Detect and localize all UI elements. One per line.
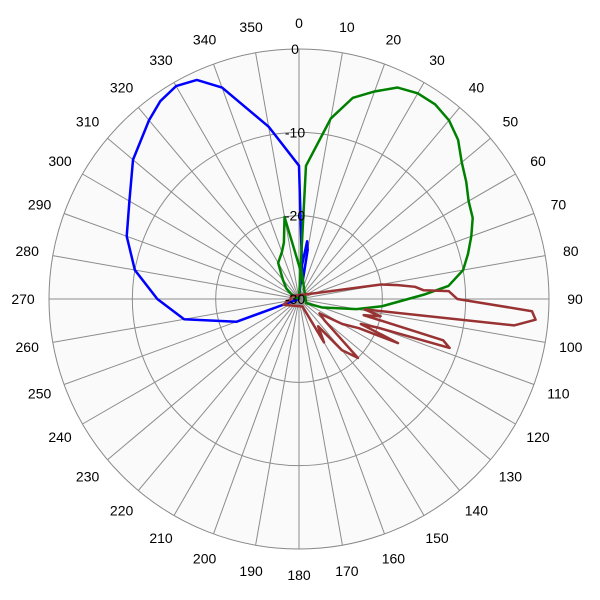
angle-tick-label: 0 bbox=[295, 15, 303, 31]
grid-spoke bbox=[298, 213, 535, 300]
angle-tick-label: 120 bbox=[526, 429, 550, 445]
grid-spoke bbox=[63, 213, 300, 300]
angle-tick-label: 70 bbox=[551, 197, 567, 213]
radial-tick-label: -30 bbox=[285, 291, 305, 307]
angle-tick-label: 150 bbox=[425, 530, 449, 546]
grid-spoke bbox=[298, 63, 385, 300]
grid-spoke bbox=[298, 173, 516, 300]
grid-spoke bbox=[298, 82, 425, 300]
angle-tick-label: 310 bbox=[76, 114, 100, 130]
series-line bbox=[125, 78, 309, 324]
series-line bbox=[282, 283, 537, 360]
angle-tick-label: 50 bbox=[503, 114, 519, 130]
angle-tick-label: 30 bbox=[429, 52, 445, 68]
grid-spoke bbox=[82, 173, 300, 300]
grid-spoke bbox=[137, 107, 300, 300]
angle-tick-label: 60 bbox=[530, 153, 546, 169]
angle-tick-label: 190 bbox=[239, 563, 263, 579]
grid-spoke bbox=[298, 298, 535, 385]
angle-tick-label: 20 bbox=[386, 32, 402, 48]
angle-tick-label: 220 bbox=[110, 502, 134, 518]
radial-tick-label: -20 bbox=[285, 208, 305, 224]
series-line bbox=[276, 86, 474, 311]
grid-spoke bbox=[173, 298, 300, 516]
grid-spoke bbox=[107, 298, 300, 461]
angle-tick-label: 320 bbox=[110, 80, 134, 96]
angle-tick-label: 140 bbox=[465, 502, 489, 518]
grid-spoke bbox=[298, 107, 461, 300]
radial-tick-label: -10 bbox=[285, 124, 305, 140]
grid-spoke bbox=[298, 137, 491, 300]
label-layer: 0 10 20 30 40 50 60 70 80 90 100 110 120 130 140 150 160… bbox=[11, 15, 583, 583]
angle-tick-label: 130 bbox=[499, 468, 523, 484]
angle-tick-label: 210 bbox=[149, 530, 173, 546]
series-layer bbox=[125, 78, 537, 360]
angle-tick-label: 250 bbox=[28, 385, 52, 401]
angle-tick-label: 350 bbox=[239, 19, 263, 35]
angle-tick-label: 40 bbox=[469, 80, 485, 96]
grid-spoke bbox=[255, 298, 300, 546]
angle-tick-label: 330 bbox=[149, 52, 173, 68]
grid-spoke bbox=[137, 298, 300, 491]
grid-spoke bbox=[52, 255, 300, 300]
angle-tick-label: 280 bbox=[16, 243, 40, 259]
grid-spoke bbox=[107, 137, 300, 300]
grid-spoke bbox=[298, 298, 343, 546]
angle-tick-label: 290 bbox=[28, 197, 52, 213]
angle-tick-label: 10 bbox=[339, 19, 355, 35]
angle-tick-label: 300 bbox=[48, 153, 72, 169]
radial-tick-label: 0 bbox=[291, 41, 299, 57]
angle-tick-label: 100 bbox=[559, 339, 583, 355]
angle-tick-label: 160 bbox=[382, 550, 406, 566]
grid-spoke bbox=[82, 298, 300, 425]
angle-tick-label: 230 bbox=[76, 468, 100, 484]
angle-tick-label: 80 bbox=[563, 243, 579, 259]
angle-tick-label: 200 bbox=[193, 550, 217, 566]
grid-spoke bbox=[213, 298, 300, 535]
angle-tick-label: 110 bbox=[547, 385, 570, 401]
angle-tick-label: 260 bbox=[16, 339, 40, 355]
grid-spoke bbox=[298, 298, 385, 535]
grid-spoke bbox=[255, 52, 300, 300]
angle-tick-label: 170 bbox=[335, 563, 359, 579]
grid-spoke bbox=[298, 298, 546, 343]
angle-tick-label: 240 bbox=[48, 429, 72, 445]
angle-tick-label: 90 bbox=[567, 291, 583, 307]
grid-spoke bbox=[298, 255, 546, 300]
angle-tick-label: 180 bbox=[287, 567, 311, 583]
grid-spoke bbox=[298, 298, 461, 491]
angle-tick-label: 270 bbox=[11, 291, 35, 307]
angle-tick-label: 340 bbox=[193, 32, 217, 48]
grid-spoke bbox=[213, 63, 300, 300]
grid-spoke bbox=[52, 298, 300, 343]
